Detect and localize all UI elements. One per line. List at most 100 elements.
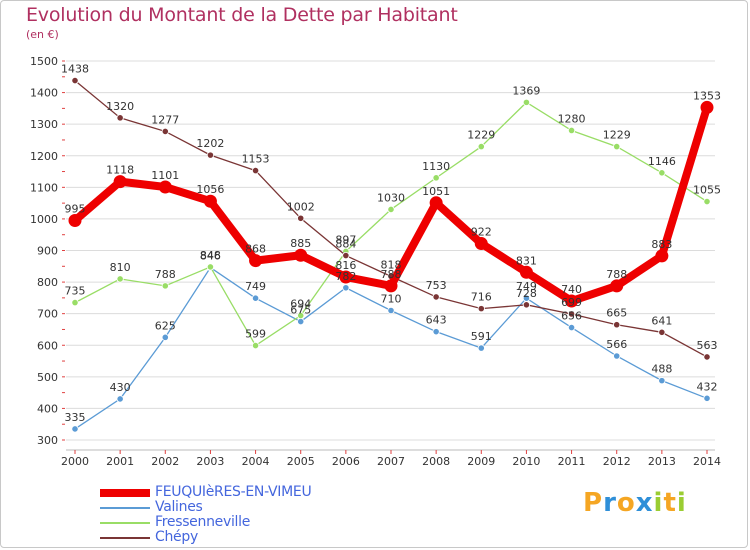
data-label: 694 (290, 298, 311, 311)
data-point (519, 265, 533, 279)
data-point (429, 196, 443, 210)
logo-letter: P (583, 488, 604, 518)
legend-label: Chépy (155, 529, 198, 545)
data-label: 716 (471, 291, 492, 304)
data-point (342, 284, 350, 292)
data-point (71, 76, 79, 85)
data-label: 1277 (151, 113, 179, 126)
data-label: 710 (381, 293, 402, 306)
data-label: 1130 (422, 160, 450, 173)
x-tick-label: 2013 (648, 455, 676, 468)
data-label: 728 (516, 287, 537, 300)
data-point (658, 328, 666, 336)
x-tick-label: 2001 (106, 455, 134, 468)
data-label: 335 (65, 411, 86, 424)
data-label: 1056 (196, 183, 224, 196)
data-label: 749 (245, 280, 266, 293)
data-point (387, 306, 395, 315)
x-tick-label: 2000 (61, 455, 89, 468)
x-tick-label: 2011 (558, 455, 586, 468)
logo-letter: o (616, 488, 636, 518)
data-label: 885 (290, 237, 311, 250)
data-point (613, 321, 621, 329)
data-point (161, 333, 169, 341)
x-tick-label: 2007 (377, 455, 405, 468)
data-point (71, 425, 79, 433)
data-label: 566 (606, 338, 627, 351)
data-label: 883 (651, 238, 672, 251)
data-label: 1055 (693, 184, 721, 197)
data-label: 1202 (196, 137, 224, 150)
data-point (297, 214, 305, 222)
data-label: 831 (516, 254, 537, 267)
data-point (658, 377, 666, 385)
x-tick-label: 2005 (287, 455, 315, 468)
data-label: 788 (155, 268, 176, 281)
data-point (71, 299, 79, 307)
data-label: 656 (561, 310, 582, 323)
x-tick-label: 2012 (603, 455, 631, 468)
data-point (565, 294, 579, 308)
data-point (613, 352, 621, 360)
y-tick-label: 1100 (30, 181, 58, 194)
y-tick-label: 800 (37, 276, 58, 289)
data-point (522, 301, 531, 309)
data-point (477, 142, 485, 151)
data-point (161, 127, 169, 136)
axis-layer: 300 400 500 600 700 800 900 1000 1100 1200 1300 140… (30, 55, 721, 468)
data-label: 995 (65, 202, 86, 215)
data-label: 641 (651, 314, 672, 327)
data-label: 1320 (106, 100, 134, 113)
data-point (610, 279, 624, 293)
data-point (297, 317, 305, 326)
data-label: 868 (245, 243, 266, 256)
data-point (339, 270, 353, 284)
x-tick-label: 2002 (151, 455, 179, 468)
data-point (474, 237, 488, 251)
logo-letter: r (603, 488, 617, 518)
data-point (613, 142, 621, 151)
data-point (658, 169, 666, 177)
legend-label: Fressenneville (155, 514, 251, 530)
y-tick-label: 1500 (30, 55, 58, 68)
data-point (116, 114, 124, 122)
data-label: 430 (110, 381, 131, 394)
data-point (116, 395, 124, 403)
data-point (703, 353, 711, 361)
data-label: 782 (335, 270, 356, 283)
data-label: 884 (335, 238, 356, 251)
data-point (655, 249, 669, 263)
logo-letter: x (635, 488, 654, 518)
data-point (206, 263, 215, 271)
data-label: 848 (200, 249, 221, 262)
logo-letter: t (663, 488, 677, 518)
data-label: 488 (651, 363, 672, 376)
data-point (567, 126, 576, 135)
data-label: 1229 (603, 129, 631, 142)
chart-subtitle: (en €) (26, 28, 59, 41)
data-label: 818 (381, 258, 402, 271)
data-label: 699 (561, 296, 582, 309)
data-label: 753 (426, 279, 447, 292)
data-label: 1280 (558, 112, 586, 125)
legend-swatch (100, 489, 150, 497)
data-point (567, 310, 576, 318)
data-point (432, 328, 440, 336)
data-label: 1118 (106, 164, 134, 177)
data-label: 563 (697, 339, 718, 352)
data-point (432, 293, 440, 301)
data-label: 810 (110, 261, 131, 274)
y-tick-label: 600 (37, 339, 58, 352)
data-label: 599 (245, 328, 266, 341)
data-label: 1438 (61, 63, 89, 76)
data-label: 735 (65, 285, 86, 298)
data-point (703, 394, 711, 402)
data-label: 591 (471, 330, 492, 343)
data-point (116, 275, 124, 283)
data-point (206, 151, 215, 159)
data-label: 1030 (377, 191, 405, 204)
data-label: 665 (606, 307, 627, 320)
data-label: 1101 (151, 169, 179, 182)
y-tick-label: 500 (37, 371, 58, 384)
